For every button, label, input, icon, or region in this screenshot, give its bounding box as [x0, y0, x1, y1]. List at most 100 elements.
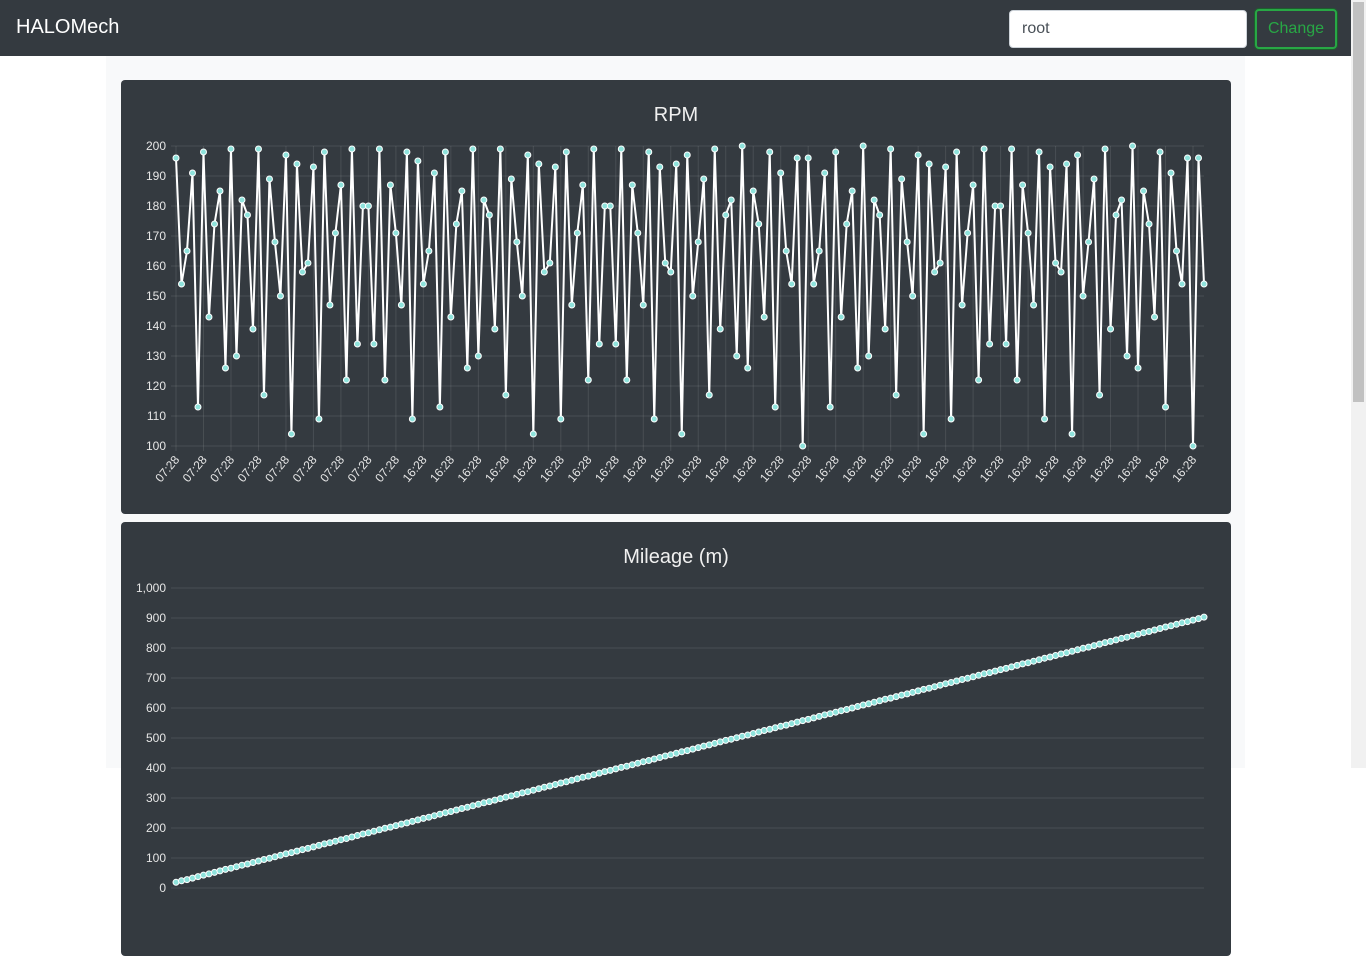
data-point: [766, 148, 774, 156]
data-point: [854, 364, 862, 372]
data-point: [282, 151, 290, 159]
data-point: [755, 220, 763, 228]
data-point: [326, 301, 334, 309]
data-point: [1178, 619, 1186, 627]
data-point: [804, 154, 812, 162]
data-point: [975, 376, 983, 384]
y-tick-label: 140: [146, 319, 166, 333]
data-point: [650, 415, 658, 423]
data-point: [194, 403, 202, 411]
data-point: [672, 160, 680, 168]
data-point: [865, 352, 873, 360]
data-point: [474, 352, 482, 360]
data-point: [749, 187, 757, 195]
data-point: [980, 670, 988, 678]
text-input[interactable]: root: [1009, 10, 1247, 48]
data-point: [1002, 340, 1010, 348]
x-tick-label: 07:28: [152, 453, 182, 485]
data-point: [183, 247, 191, 255]
x-tick-label: 07:28: [317, 453, 347, 485]
data-point: [276, 292, 284, 300]
x-tick-label: 16:28: [565, 453, 595, 485]
data-point: [221, 364, 229, 372]
x-tick-label: 16:28: [757, 453, 787, 485]
data-point: [210, 220, 218, 228]
data-point: [1090, 175, 1098, 183]
data-point: [1068, 430, 1076, 438]
x-tick-label: 16:28: [1169, 453, 1199, 485]
data-point: [568, 301, 576, 309]
data-point: [837, 313, 845, 321]
data-point: [436, 403, 444, 411]
x-tick-label: 16:28: [1059, 453, 1089, 485]
data-point: [199, 148, 207, 156]
data-point: [1035, 148, 1043, 156]
change-button[interactable]: Change: [1255, 9, 1337, 49]
data-point: [931, 268, 939, 276]
x-tick-label: 16:28: [455, 453, 485, 485]
data-point: [540, 783, 548, 791]
data-point: [524, 151, 532, 159]
data-point: [1123, 352, 1131, 360]
data-point: [1129, 142, 1137, 150]
data-point: [1041, 415, 1049, 423]
data-point: [447, 313, 455, 321]
data-point: [1184, 154, 1192, 162]
chart: Mileage (m) 0 100 200 300 400 500 600 700 800 900 1…: [136, 546, 1208, 895]
data-point: [881, 325, 889, 333]
data-point: [656, 163, 664, 171]
data-point: [1096, 391, 1104, 399]
x-tick-label: 07:28: [235, 453, 265, 485]
scrollbar[interactable]: [1351, 0, 1366, 768]
data-point: [584, 376, 592, 384]
data-point: [315, 415, 323, 423]
data-point: [337, 836, 345, 844]
data-point: [249, 325, 257, 333]
brand[interactable]: HALOMech: [16, 16, 120, 38]
data-point: [452, 220, 460, 228]
data-point: [485, 211, 493, 219]
data-point: [1173, 247, 1181, 255]
data-point: [700, 742, 708, 750]
data-point: [760, 313, 768, 321]
data-point: [815, 247, 823, 255]
x-tick-label: 07:28: [262, 453, 292, 485]
data-point: [859, 142, 867, 150]
data-point: [1079, 644, 1087, 652]
data-point: [177, 877, 185, 885]
x-tick-label: 16:28: [510, 453, 540, 485]
data-point: [1134, 364, 1142, 372]
data-point: [216, 187, 224, 195]
data-point: [254, 145, 262, 153]
data-point: [727, 196, 735, 204]
data-point: [232, 352, 240, 360]
scrollbar-thumb[interactable]: [1353, 2, 1364, 402]
data-point: [617, 763, 625, 771]
data-point: [909, 292, 917, 300]
data-point: [634, 229, 642, 237]
data-point: [716, 325, 724, 333]
data-point: [1057, 268, 1065, 276]
data-point: [997, 202, 1005, 210]
data-point: [386, 181, 394, 189]
data-point: [1041, 654, 1049, 662]
data-point: [881, 695, 889, 703]
data-point: [606, 202, 614, 210]
data-point: [579, 773, 587, 781]
data-point: [1024, 229, 1032, 237]
data-point: [590, 145, 598, 153]
data-point: [1112, 211, 1120, 219]
data-point: [799, 717, 807, 725]
data-point: [925, 160, 933, 168]
data-point: [826, 403, 834, 411]
data-point: [320, 148, 328, 156]
data-point: [645, 148, 653, 156]
data-point: [898, 175, 906, 183]
data-point: [914, 151, 922, 159]
data-point: [238, 861, 246, 869]
data-point: [1063, 160, 1071, 168]
x-tick-label: 16:28: [620, 453, 650, 485]
chart-title: RPM: [654, 104, 698, 126]
data-point: [953, 148, 961, 156]
data-point: [601, 768, 609, 776]
